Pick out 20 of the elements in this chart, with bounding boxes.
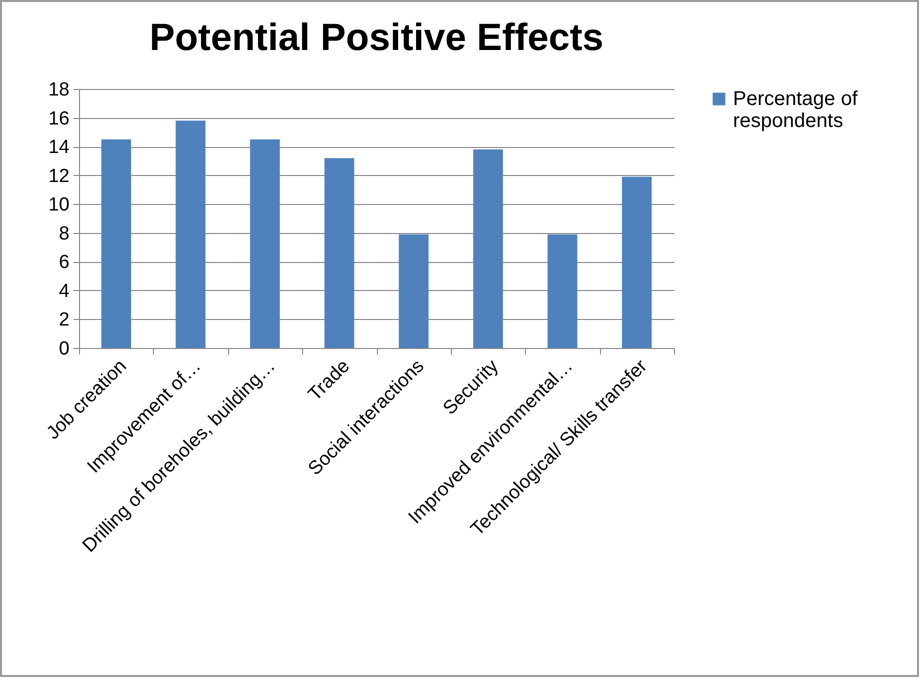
bar (176, 120, 206, 348)
bar (324, 158, 354, 348)
y-tick-label: 6 (58, 252, 70, 274)
y-tick-label: 14 (48, 137, 70, 158)
y-tick-label: 16 (48, 108, 70, 130)
bar (548, 234, 578, 348)
bar (398, 234, 429, 348)
legend-label: Percentage of respondents (733, 88, 858, 132)
chart-title: Potential Positive Effects (149, 17, 604, 59)
bar (473, 149, 503, 348)
y-tick-label: 12 (48, 166, 70, 187)
y-tick-label: 2 (58, 310, 70, 331)
y-tick-label: 4 (58, 280, 70, 302)
bar (101, 139, 132, 348)
y-tick-label: 18 (48, 80, 70, 100)
y-tick-label: 8 (58, 223, 70, 244)
bar (250, 139, 280, 348)
bar (622, 176, 652, 348)
y-tick-label: 10 (48, 194, 70, 216)
y-tick-label: 0 (58, 338, 70, 360)
